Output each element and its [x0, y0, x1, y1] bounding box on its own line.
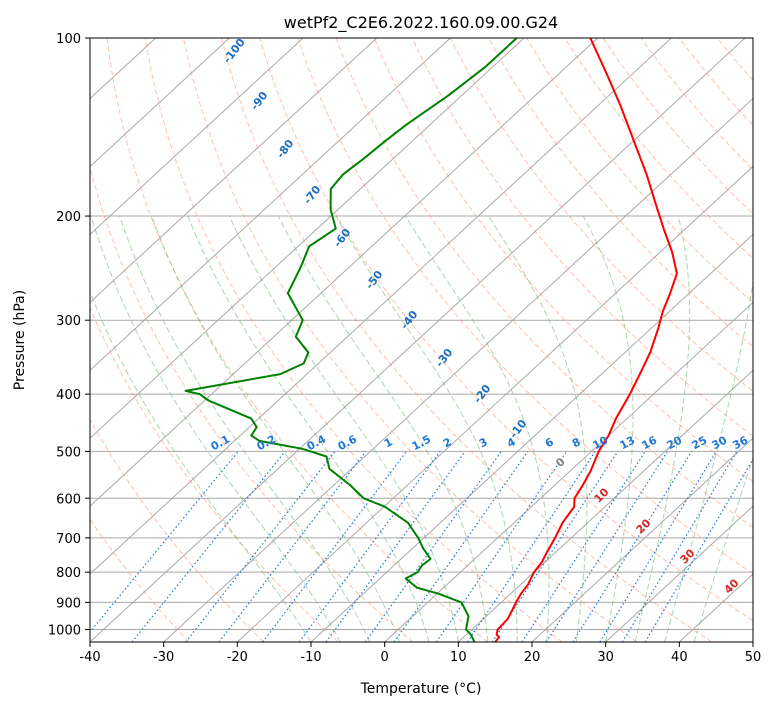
y-tick-label: 800	[56, 566, 81, 581]
mixing-ratio-line	[393, 451, 529, 642]
dry-adiabat	[106, 38, 488, 642]
temperature-profile	[494, 38, 678, 642]
dry-adiabat	[335, 38, 753, 528]
chart-title: wetPf2_C2E6.2022.160.09.00.G24	[284, 13, 558, 33]
mixing-ratio-line	[90, 451, 239, 633]
x-tick-label: 0	[381, 650, 389, 665]
moist-adiabat	[634, 215, 691, 642]
y-tick-label: 900	[56, 596, 81, 611]
isotherm-line	[531, 437, 753, 642]
isotherm-line	[90, 38, 599, 507]
dry-adiabat	[373, 38, 753, 483]
isotherm-line	[384, 301, 753, 642]
dry-adiabat	[488, 38, 753, 348]
x-tick-label: 10	[450, 650, 467, 665]
mixing-ratio-line	[545, 451, 668, 642]
isotherm-line	[0, 38, 8, 642]
y-tick-label: 500	[56, 445, 81, 460]
mixing-ratio-label: 25	[690, 434, 710, 453]
isotherm-line	[90, 38, 672, 575]
dry-adiabat	[755, 38, 775, 642]
moist-adiabat	[277, 215, 489, 642]
x-tick-label: 50	[745, 650, 762, 665]
isotherm-line	[90, 38, 230, 168]
dry-adiabat	[449, 38, 753, 393]
mixing-ratio-label: 10	[591, 433, 611, 452]
dry-adiabat	[221, 38, 712, 642]
mixing-ratio-line	[131, 451, 286, 642]
y-tick-label: 1000	[48, 623, 81, 638]
y-axis-label: Pressure (hPa)	[12, 290, 28, 390]
mixing-ratio-label: 16	[640, 433, 660, 452]
mixing-ratio-label: 13	[618, 434, 638, 453]
y-tick-label: 400	[56, 388, 81, 403]
isotherm-line	[457, 369, 753, 642]
x-axis-label: Temperature (°C)	[360, 681, 482, 697]
isotherm-line	[90, 38, 304, 236]
y-tick-label: 600	[56, 492, 81, 507]
dry-adiabat	[90, 518, 190, 642]
mixing-ratio-line	[364, 451, 502, 642]
isotherm-line	[752, 641, 753, 642]
mixing-ratio-line	[435, 451, 568, 642]
moist-adiabat	[693, 455, 753, 642]
dry-adiabat	[297, 38, 753, 575]
moist-adiabat	[487, 215, 588, 642]
moist-adiabat	[90, 215, 341, 642]
x-tick-label: 30	[597, 650, 614, 665]
isotherm-line	[236, 165, 753, 642]
x-tick-label: -40	[79, 650, 100, 665]
dewpoint-profile	[184, 38, 518, 642]
mixing-ratio-line	[621, 451, 738, 642]
mixing-ratio-label: 30	[710, 433, 730, 452]
moist-adiabat	[404, 215, 550, 642]
moist-adiabat	[90, 290, 312, 642]
x-tick-label: 40	[671, 650, 688, 665]
mixing-ratio-label: 36	[731, 433, 751, 452]
y-tick-label: 100	[56, 32, 81, 47]
isotherm-line	[90, 38, 746, 642]
moist-adiabat	[119, 215, 371, 642]
x-tick-label: -30	[153, 650, 174, 665]
isotherm-line	[90, 38, 451, 371]
mixing-ratio-line	[599, 451, 717, 642]
plot-background	[90, 38, 753, 642]
dry-adiabat	[90, 418, 264, 642]
isotherm-line	[90, 38, 525, 439]
moist-adiabat	[582, 215, 634, 642]
dry-adiabat	[90, 164, 414, 642]
dry-adiabat	[259, 38, 753, 622]
moist-adiabat	[187, 215, 430, 642]
y-tick-label: 300	[56, 314, 81, 329]
profile-lines	[184, 38, 678, 642]
mixing-ratio-line	[644, 458, 753, 642]
isotherm-line	[90, 38, 378, 304]
x-tick-label: -10	[300, 650, 321, 665]
plot-frame	[89, 37, 754, 643]
isotherm-line	[605, 505, 753, 642]
moist-adiabat	[151, 215, 400, 642]
dry-adiabat	[144, 38, 563, 642]
x-tick-label: 20	[524, 650, 541, 665]
mixing-ratio-line	[325, 451, 466, 642]
moist-adiabat	[664, 278, 753, 642]
x-tick-label: -20	[227, 650, 248, 665]
y-tick-label: 700	[56, 532, 81, 547]
mixing-ratio-line	[185, 451, 336, 642]
y-tick-label: 200	[56, 210, 81, 225]
mixing-ratio-label: 20	[665, 433, 685, 452]
axes: -40 -30 -20 -10 0 10 20 30 40 50 100 200 300 400 500 60…	[48, 32, 761, 665]
mixing-ratio-line	[572, 451, 693, 642]
mixing-ratio-line	[218, 451, 367, 642]
mixing-ratio-line	[521, 451, 646, 642]
isotherm-line	[163, 97, 753, 642]
